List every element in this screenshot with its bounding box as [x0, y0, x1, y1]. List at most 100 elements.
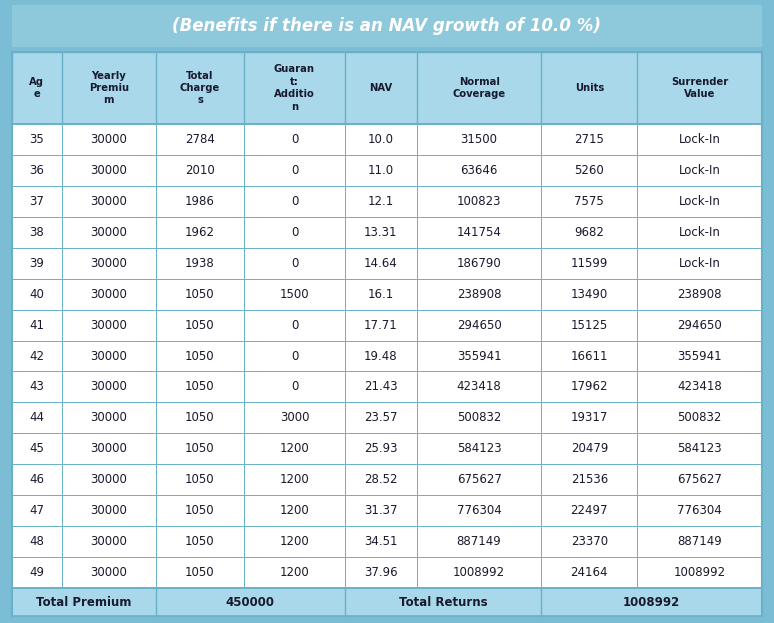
- Text: 1200: 1200: [279, 504, 310, 517]
- Text: 25.93: 25.93: [364, 442, 398, 455]
- Text: 19.48: 19.48: [364, 350, 398, 363]
- Text: 41: 41: [29, 318, 44, 331]
- Bar: [12, 52, 762, 124]
- Text: 0: 0: [291, 133, 298, 146]
- Bar: [12, 155, 762, 186]
- Text: 238908: 238908: [677, 288, 722, 301]
- Text: 11599: 11599: [570, 257, 608, 270]
- Text: 31500: 31500: [461, 133, 498, 146]
- Text: 1050: 1050: [185, 535, 215, 548]
- Text: 675627: 675627: [677, 473, 722, 486]
- Text: 1938: 1938: [185, 257, 215, 270]
- Text: Normal
Coverage: Normal Coverage: [453, 77, 505, 99]
- Text: 37.96: 37.96: [364, 566, 398, 579]
- Text: 1050: 1050: [185, 411, 215, 424]
- Text: 34.51: 34.51: [364, 535, 398, 548]
- Text: 584123: 584123: [677, 442, 722, 455]
- Text: 294650: 294650: [677, 318, 722, 331]
- Bar: [12, 124, 762, 155]
- Text: 1050: 1050: [185, 318, 215, 331]
- Text: 30000: 30000: [91, 226, 127, 239]
- Text: 238908: 238908: [457, 288, 502, 301]
- Text: 1050: 1050: [185, 473, 215, 486]
- Text: 0: 0: [291, 195, 298, 208]
- Text: 1200: 1200: [279, 473, 310, 486]
- Text: 0: 0: [291, 257, 298, 270]
- Text: 0: 0: [291, 381, 298, 394]
- Text: 2010: 2010: [185, 164, 215, 177]
- Text: 43: 43: [29, 381, 44, 394]
- Text: 17962: 17962: [570, 381, 608, 394]
- Text: 63646: 63646: [461, 164, 498, 177]
- Bar: [12, 5, 762, 47]
- Text: 16.1: 16.1: [368, 288, 394, 301]
- Text: Lock-In: Lock-In: [679, 164, 721, 177]
- Text: 30000: 30000: [91, 473, 127, 486]
- Bar: [12, 526, 762, 557]
- Text: 30000: 30000: [91, 350, 127, 363]
- Text: 28.52: 28.52: [364, 473, 398, 486]
- Text: Lock-In: Lock-In: [679, 257, 721, 270]
- Text: Total Returns: Total Returns: [399, 596, 488, 609]
- Text: 0: 0: [291, 164, 298, 177]
- Text: 19317: 19317: [570, 411, 608, 424]
- Bar: [12, 402, 762, 434]
- Text: 30000: 30000: [91, 318, 127, 331]
- Text: 776304: 776304: [457, 504, 502, 517]
- Bar: [12, 217, 762, 248]
- Text: 46: 46: [29, 473, 44, 486]
- Text: 23370: 23370: [570, 535, 608, 548]
- Text: 1008992: 1008992: [453, 566, 505, 579]
- Bar: [12, 52, 762, 124]
- Text: Lock-In: Lock-In: [679, 133, 721, 146]
- Text: 1050: 1050: [185, 288, 215, 301]
- Text: Units: Units: [575, 83, 604, 93]
- Text: 423418: 423418: [457, 381, 502, 394]
- Text: NAV: NAV: [369, 83, 392, 93]
- Text: Lock-In: Lock-In: [679, 226, 721, 239]
- Text: 30000: 30000: [91, 288, 127, 301]
- Text: 13490: 13490: [570, 288, 608, 301]
- Text: 355941: 355941: [677, 350, 722, 363]
- Bar: [12, 557, 762, 588]
- Text: 423418: 423418: [677, 381, 722, 394]
- Text: 45: 45: [29, 442, 44, 455]
- Text: Ag
e: Ag e: [29, 77, 44, 99]
- Text: 1200: 1200: [279, 442, 310, 455]
- Text: 141754: 141754: [457, 226, 502, 239]
- Text: Total
Charge
s: Total Charge s: [180, 70, 220, 105]
- Text: 23.57: 23.57: [364, 411, 398, 424]
- Bar: [12, 124, 762, 588]
- Text: 21.43: 21.43: [364, 381, 398, 394]
- Text: 13.31: 13.31: [364, 226, 398, 239]
- Text: 355941: 355941: [457, 350, 502, 363]
- Text: 30000: 30000: [91, 442, 127, 455]
- Bar: [12, 434, 762, 464]
- Text: 21536: 21536: [570, 473, 608, 486]
- Text: 22497: 22497: [570, 504, 608, 517]
- Text: 0: 0: [291, 350, 298, 363]
- Bar: [12, 310, 762, 341]
- Text: (Benefits if there is an NAV growth of 10.0 %): (Benefits if there is an NAV growth of 1…: [173, 17, 601, 35]
- Text: 675627: 675627: [457, 473, 502, 486]
- Text: 887149: 887149: [677, 535, 722, 548]
- Text: 1200: 1200: [279, 535, 310, 548]
- Text: 1050: 1050: [185, 442, 215, 455]
- Text: 1050: 1050: [185, 504, 215, 517]
- Text: 584123: 584123: [457, 442, 502, 455]
- Text: 1986: 1986: [185, 195, 215, 208]
- Text: 30000: 30000: [91, 133, 127, 146]
- Text: Guaran
t:
Additio
n: Guaran t: Additio n: [274, 64, 315, 112]
- Text: 3000: 3000: [279, 411, 309, 424]
- Text: 30000: 30000: [91, 164, 127, 177]
- Text: 42: 42: [29, 350, 44, 363]
- Text: 40: 40: [29, 288, 44, 301]
- Bar: [12, 464, 762, 495]
- Text: 30000: 30000: [91, 566, 127, 579]
- Text: 44: 44: [29, 411, 44, 424]
- Text: 776304: 776304: [677, 504, 722, 517]
- Text: 1200: 1200: [279, 566, 310, 579]
- Bar: [12, 248, 762, 278]
- Text: 24164: 24164: [570, 566, 608, 579]
- Bar: [12, 186, 762, 217]
